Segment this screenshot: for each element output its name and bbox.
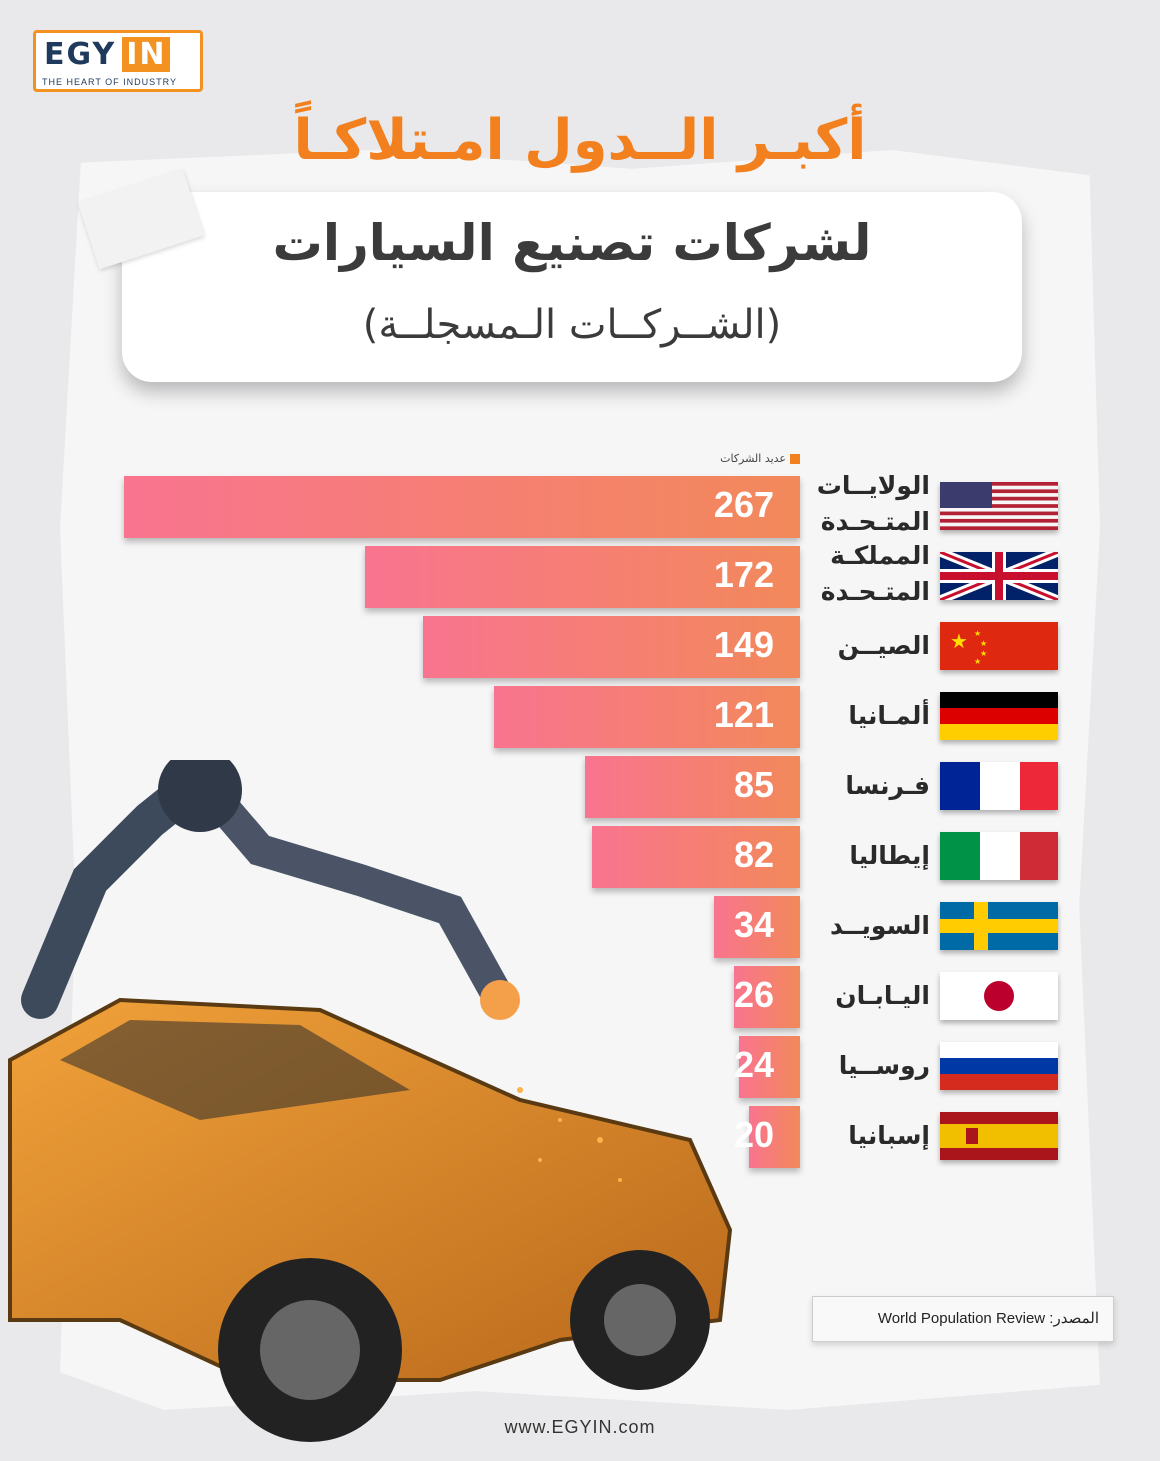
us-flag-icon: [940, 482, 1058, 531]
country-label: اليـابـان: [835, 981, 930, 1010]
country-label: روســيا: [838, 1051, 930, 1080]
title-line-1: أكبـر الــدول امـتلاكـاً: [293, 108, 867, 173]
bar-2: 149: [422, 616, 800, 678]
country-label: السويــد: [830, 911, 930, 940]
logo-word-highlight: IN: [122, 37, 171, 72]
bar-4: 85: [584, 756, 800, 818]
bar-value-label: 267: [713, 484, 774, 525]
bar-value-label: 85: [733, 764, 774, 805]
bar-value-label: 149: [713, 624, 774, 665]
bar-1: 172: [364, 546, 800, 608]
country-label: إسبانيا: [848, 1121, 930, 1150]
chart-legend: عديد الشركات: [690, 452, 800, 465]
bar-8: 24: [734, 1036, 800, 1098]
france-flag-icon: [940, 762, 1058, 810]
sweden-flag-icon: [940, 902, 1058, 950]
country-label: الصيــن: [837, 631, 930, 660]
country-label: الولايــات المتـحـدة: [816, 471, 930, 536]
bar-value-label: 24: [733, 1044, 774, 1085]
svg-text:★: ★: [950, 629, 968, 653]
svg-text:★: ★: [974, 657, 981, 666]
car-robot-illustration: [8, 760, 733, 1442]
country-label: فـرنسا: [845, 771, 930, 800]
title-card: لشركات تصنيع السيارات (الشــركــات الـمس…: [122, 192, 1022, 382]
bar-0: 267: [124, 476, 800, 538]
svg-text:★: ★: [980, 649, 987, 658]
title-line-3: (الشــركــات الـمسجلــة): [362, 302, 782, 348]
country-label: المملكـة المتـحـدة: [820, 541, 930, 606]
japan-flag-icon: [940, 972, 1058, 1020]
spain-flag-icon: [940, 1112, 1058, 1160]
italy-flag-icon: [940, 832, 1058, 880]
russia-flag-icon: [940, 1042, 1058, 1090]
country-label: إيطاليا: [849, 841, 930, 870]
source-text: المصدر: World Population Review: [877, 1310, 1099, 1327]
svg-text:★: ★: [974, 629, 981, 638]
bar-7: 26: [734, 966, 800, 1028]
uk-flag-icon: [938, 547, 1060, 605]
logo-tagline: THE HEART OF INDUSTRY: [42, 77, 178, 87]
svg-text:★: ★: [980, 639, 987, 648]
bar-6: 34: [713, 896, 800, 958]
source-note: المصدر: World Population Review: [812, 1296, 1114, 1342]
title-line-2: لشركات تصنيع السيارات: [272, 214, 872, 272]
bar-value-label: 82: [733, 834, 774, 875]
bar-value-label: 26: [733, 974, 774, 1015]
legend-swatch: [790, 453, 800, 464]
legend-label: عديد الشركات: [720, 452, 786, 465]
logo-word: EGY: [44, 37, 117, 72]
china-flag-icon: ★ ★ ★ ★ ★: [940, 622, 1058, 670]
country-label: ألمـانيا: [848, 701, 930, 730]
bar-value-label: 34: [733, 904, 774, 945]
egyin-logo: EGY IN THE HEART OF INDUSTRY: [33, 30, 203, 92]
website-url: www.EGYIN.com: [504, 1417, 656, 1437]
germany-flag-icon: [940, 692, 1058, 740]
bar-value-label: 121: [713, 694, 774, 735]
bar-3: 121: [493, 686, 800, 748]
bar-5: 82: [592, 826, 800, 888]
bar-value-label: 172: [713, 554, 774, 595]
bar-9: 20: [734, 1106, 800, 1168]
bar-value-label: 20: [733, 1114, 774, 1155]
